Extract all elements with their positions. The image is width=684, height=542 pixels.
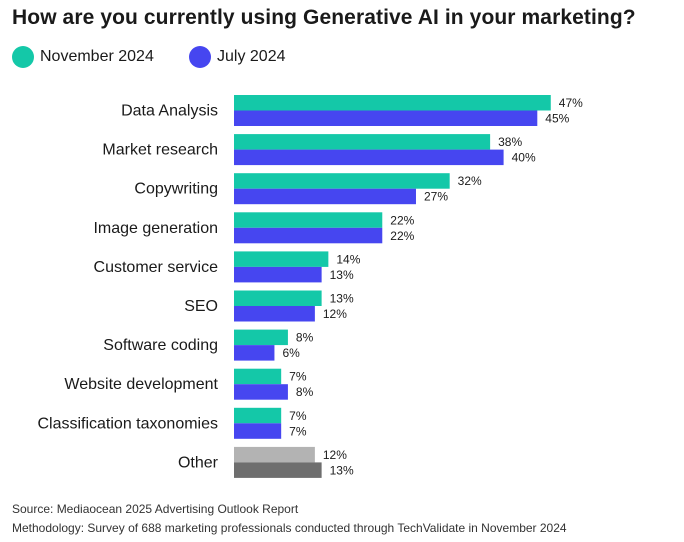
category-label-software-coding: Software coding [103, 337, 218, 354]
legend-label-july-2024: July 2024 [217, 48, 286, 65]
legend-swatch-november-2024 [12, 46, 34, 68]
source-note: Source: Mediaocean 2025 Advertising Outl… [12, 502, 299, 516]
category-label-customer-service: Customer service [94, 259, 219, 276]
bar-website-development-november-2024 [234, 368, 282, 385]
data-label-customer-service-november-2024: 14% [336, 252, 360, 266]
bar-market-research-november-2024 [234, 134, 491, 150]
bar-software-coding-november-2024 [234, 329, 288, 346]
bar-image-generation-november-2024 [234, 212, 383, 228]
data-label-seo-november-2024: 13% [330, 292, 354, 306]
legend-swatch-july-2024 [189, 46, 211, 68]
methodology-note: Methodology: Survey of 688 marketing pro… [12, 521, 567, 535]
category-label-other: Other [178, 454, 219, 471]
data-label-website-development-july-2024: 8% [296, 385, 314, 399]
data-label-classification-taxonomies-november-2024: 7% [289, 409, 307, 423]
chart-title: How are you currently using Generative A… [12, 6, 636, 29]
legend-label-november-2024: November 2024 [40, 48, 154, 65]
bar-classification-taxonomies-july-2024 [234, 423, 282, 439]
bar-classification-taxonomies-november-2024 [234, 407, 282, 424]
data-label-market-research-july-2024: 40% [512, 151, 536, 165]
bar-image-generation-july-2024 [234, 227, 383, 244]
data-label-seo-july-2024: 12% [323, 307, 347, 321]
data-label-software-coding-november-2024: 8% [296, 331, 314, 345]
data-label-image-generation-july-2024: 22% [390, 229, 414, 243]
data-label-website-development-november-2024: 7% [289, 370, 307, 384]
category-label-classification-taxonomies: Classification taxonomies [37, 415, 218, 432]
data-label-classification-taxonomies-july-2024: 7% [289, 424, 307, 438]
bar-software-coding-july-2024 [234, 345, 275, 361]
bar-other-july-2024 [234, 462, 322, 478]
data-label-copywriting-november-2024: 32% [458, 174, 482, 188]
data-label-data-analysis-november-2024: 47% [559, 96, 583, 110]
bar-seo-july-2024 [234, 306, 315, 322]
data-label-other-july-2024: 13% [330, 463, 354, 477]
data-label-other-november-2024: 12% [323, 448, 347, 462]
category-label-website-development: Website development [64, 376, 218, 393]
category-label-data-analysis: Data Analysis [121, 103, 218, 120]
bar-chart: Data Analysis 47% 45% Market research 38% 40%… [37, 95, 583, 478]
data-label-image-generation-november-2024: 22% [390, 213, 414, 227]
data-label-copywriting-july-2024: 27% [424, 190, 448, 204]
data-label-software-coding-july-2024: 6% [282, 346, 300, 360]
category-label-copywriting: Copywriting [134, 181, 218, 198]
bar-website-development-july-2024 [234, 384, 288, 400]
bar-seo-november-2024 [234, 290, 322, 306]
bar-data-analysis-july-2024 [234, 110, 538, 126]
bar-data-analysis-november-2024 [234, 95, 551, 111]
bar-copywriting-july-2024 [234, 188, 416, 205]
bar-other-november-2024 [234, 446, 315, 463]
bar-customer-service-november-2024 [234, 251, 329, 267]
bar-customer-service-july-2024 [234, 266, 322, 283]
category-label-seo: SEO [184, 298, 218, 315]
category-label-image-generation: Image generation [93, 220, 218, 237]
data-label-data-analysis-july-2024: 45% [545, 112, 569, 126]
bar-copywriting-november-2024 [234, 173, 450, 189]
data-label-market-research-november-2024: 38% [498, 135, 522, 149]
bar-market-research-july-2024 [234, 149, 504, 166]
data-label-customer-service-july-2024: 13% [330, 268, 354, 282]
category-label-market-research: Market research [102, 142, 218, 159]
